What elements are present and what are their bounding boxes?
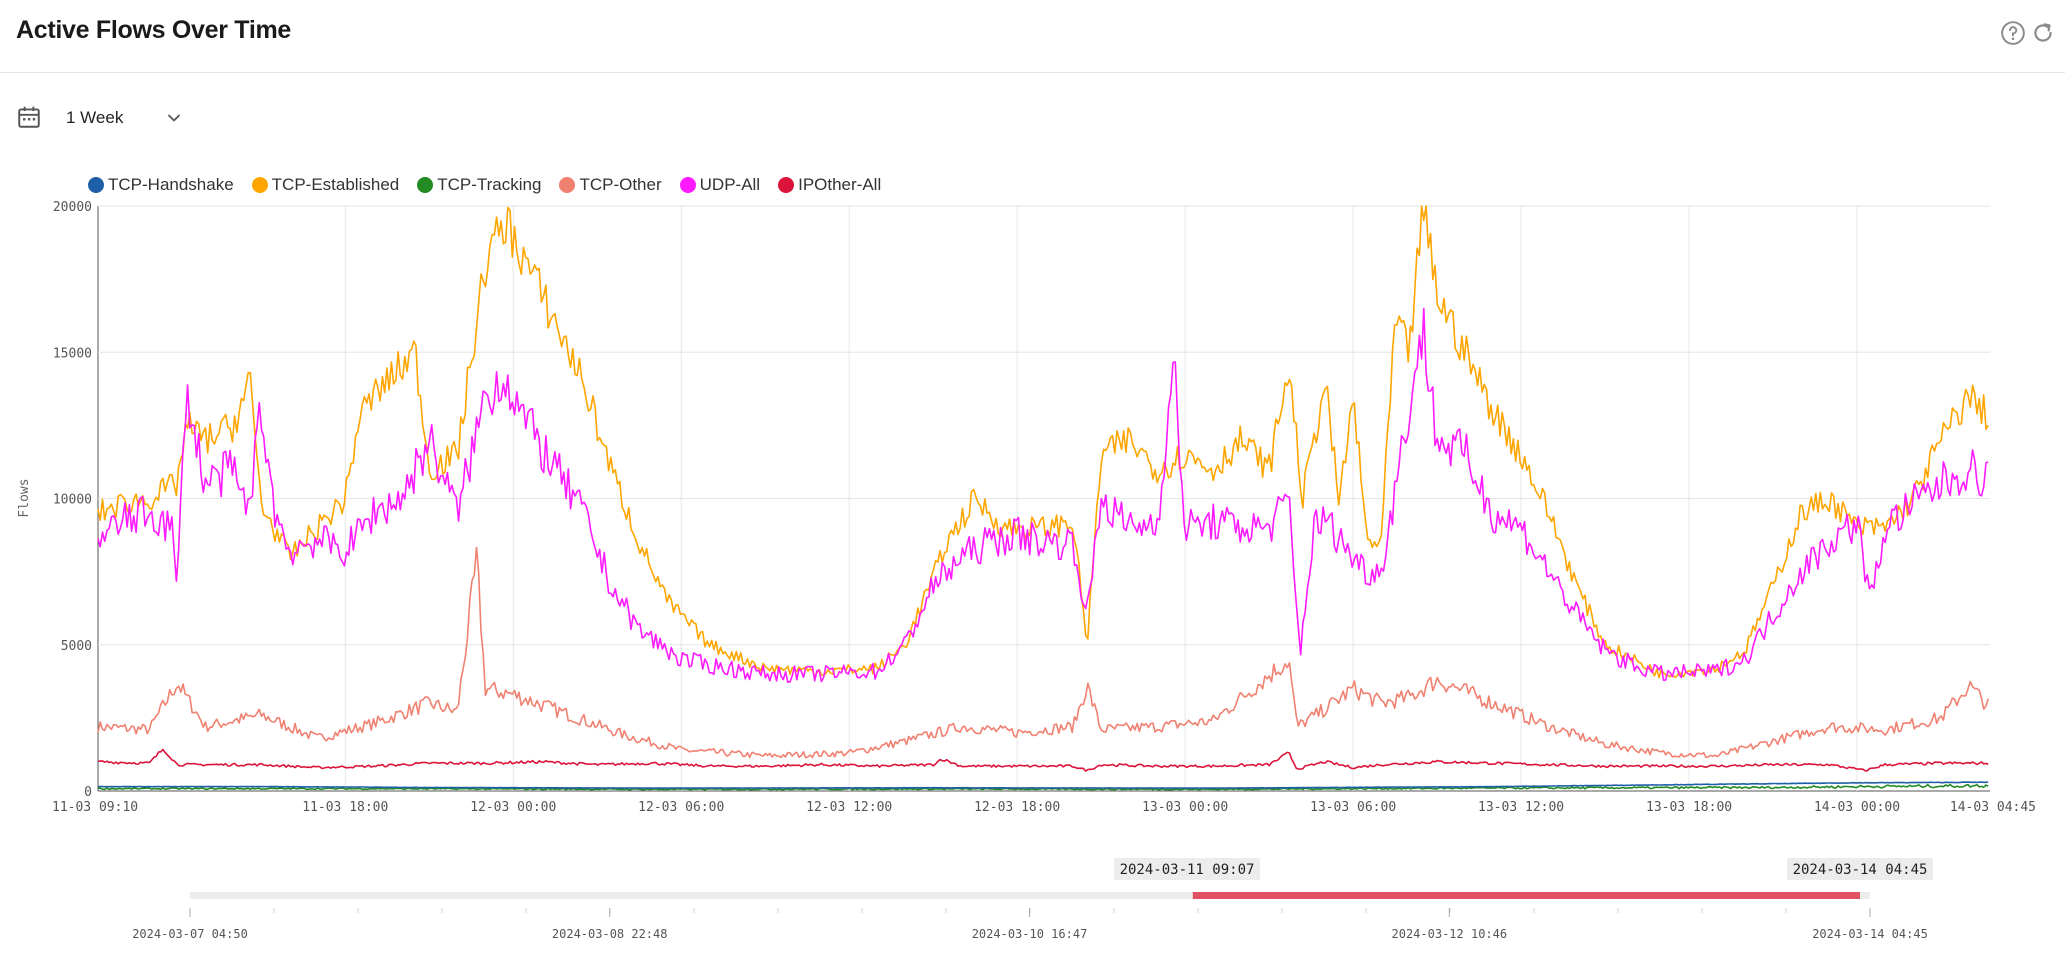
navigator-start-label[interactable]: 2024-03-11 09:07: [1120, 862, 1255, 878]
navigator-end-label[interactable]: 2024-03-14 04:45: [1793, 862, 1928, 878]
legend-swatch: [88, 177, 104, 193]
navigator-start-label-bg[interactable]: [1114, 858, 1260, 880]
legend-item-ipother-all[interactable]: IPOther-All: [778, 175, 881, 195]
legend-label: TCP-Other: [579, 175, 662, 194]
legend-label: TCP-Handshake: [108, 175, 234, 194]
page-title: Active Flows Over Time: [16, 16, 291, 44]
time-range-picker[interactable]: 1 Week: [16, 100, 216, 136]
navigator-date-label: 2024-03-07 04:50: [132, 927, 248, 941]
navigator-end-label-bg[interactable]: [1787, 858, 1933, 880]
legend-swatch: [679, 177, 696, 193]
time-range-value[interactable]: 1 Week: [66, 108, 124, 127]
help-icon[interactable]: [2000, 20, 2026, 46]
chart-legend: TCP-Handshake TCP-Established TCP-Tracki…: [88, 173, 899, 197]
legend-swatch: [417, 177, 434, 193]
legend-swatch: [778, 177, 795, 193]
legend-label: TCP-Established: [271, 175, 400, 194]
navigator-date-label: 2024-03-08 22:48: [552, 927, 668, 941]
legend-swatch: [251, 177, 268, 193]
legend-item-tcp-other[interactable]: TCP-Other: [559, 175, 662, 195]
legend-item-udp-all[interactable]: UDP-All: [679, 175, 761, 195]
legend-item-tcp-tracking[interactable]: TCP-Tracking: [417, 175, 541, 195]
calendar-icon[interactable]: [16, 104, 42, 130]
legend-label: UDP-All: [699, 175, 761, 194]
navigator-track[interactable]: [190, 892, 1870, 899]
navigator-date-label: 2024-03-12 10:46: [1392, 927, 1508, 941]
navigator-selection[interactable]: [1192, 892, 1860, 899]
legend-item-tcp-established[interactable]: TCP-Established: [251, 175, 400, 195]
legend-item-tcp-handshake[interactable]: TCP-Handshake: [88, 175, 234, 195]
navigator-date-label: 2024-03-10 16:47: [972, 927, 1088, 941]
refresh-icon[interactable]: [2030, 20, 2056, 46]
legend-label: TCP-Tracking: [437, 175, 542, 194]
legend-swatch: [559, 177, 576, 193]
navigator-date-label: 2024-03-14 04:45: [1812, 927, 1928, 941]
legend-label: IPOther-All: [798, 175, 882, 194]
chevron-down-icon[interactable]: [164, 108, 184, 128]
panel-header: Active Flows Over Time: [0, 0, 2065, 73]
